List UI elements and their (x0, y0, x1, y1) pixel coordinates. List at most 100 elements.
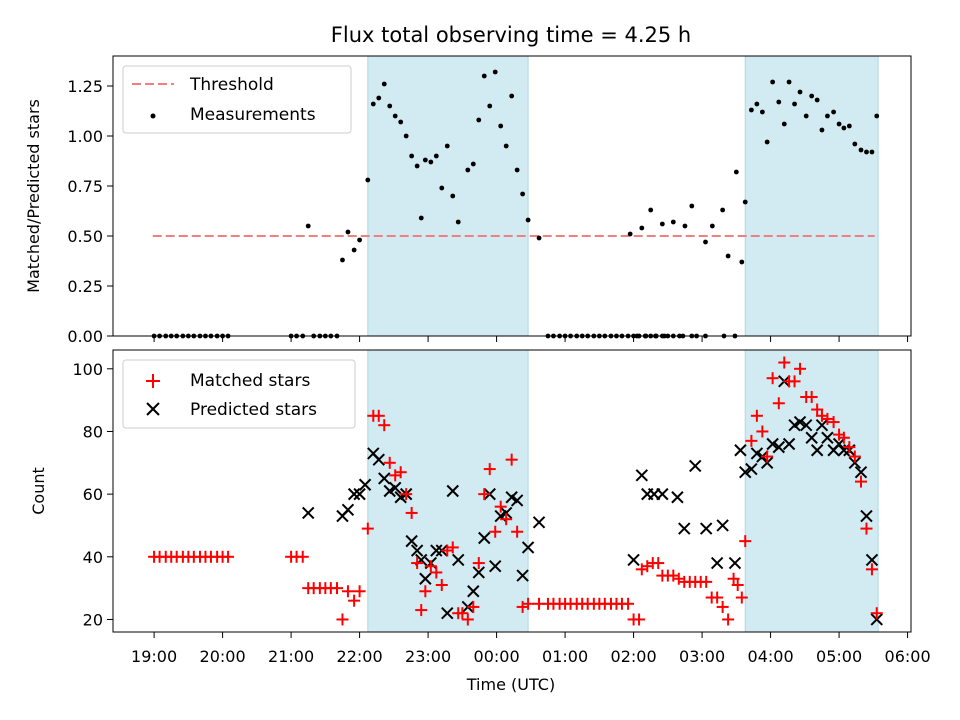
predicted-star-point (532, 516, 546, 529)
predicted-star-point (378, 472, 391, 485)
measurement-point (770, 79, 776, 85)
x-stroke-b (358, 478, 372, 491)
predicted-star-point (799, 418, 813, 432)
predicted-star-point (678, 522, 691, 535)
matched-star-point (419, 585, 432, 598)
x-stroke-b (678, 522, 691, 535)
matched-star-point (222, 550, 235, 563)
legend-predicted-label: Predicted stars (190, 400, 317, 420)
predicted-star-point (405, 534, 418, 548)
top-ytick-label: 0.50 (67, 227, 103, 246)
measurement-point (749, 107, 754, 113)
xtick-label: 00:00 (474, 647, 520, 666)
predicted-star-point (656, 487, 669, 501)
matched-star-point (467, 600, 480, 613)
x-stroke-b (728, 556, 742, 570)
measurement-point (492, 69, 498, 75)
x-stroke-b (699, 522, 713, 535)
predicted-star-point (815, 418, 829, 432)
top-legend-box (122, 65, 352, 134)
predicted-star-point (734, 444, 747, 457)
x-stroke-b (750, 447, 764, 460)
top-shaded-regions (367, 55, 879, 337)
predicted-star-point (821, 431, 834, 444)
matched-star-point (843, 441, 856, 454)
matched-star-point (405, 506, 418, 519)
bottom-ytick-label: 100 (72, 360, 103, 379)
matched-star-point (870, 607, 883, 620)
predicted-star-point (805, 431, 818, 444)
matched-star-point (341, 585, 354, 598)
measurement-point (846, 123, 852, 129)
matched-star-point (330, 582, 343, 595)
predicted-star-point (358, 478, 372, 491)
predicted-star-point (793, 415, 807, 429)
measurement-point (340, 257, 345, 263)
measurement-point (742, 199, 748, 205)
x-stroke-b (635, 469, 649, 482)
predicted-star-point (728, 556, 742, 570)
measurement-point (682, 223, 688, 229)
measurement-point (858, 147, 864, 153)
bottom-plot-frame (112, 349, 912, 633)
predicted-star-point (452, 553, 465, 567)
measurement-point (357, 237, 362, 243)
measurement-point (797, 89, 803, 95)
predicted-star-point (302, 506, 315, 520)
predicted-stars-points (302, 375, 883, 626)
x-stroke-b (521, 541, 535, 554)
matched-star-point (435, 579, 448, 591)
measurement-point (481, 73, 487, 79)
measurement-point (786, 79, 792, 85)
measurement-point (814, 97, 820, 103)
predicted-star-point (389, 481, 402, 495)
measurement-point (520, 191, 526, 197)
predicted-star-point (478, 531, 491, 545)
matched-star-point (772, 397, 785, 410)
predicted-star-point (516, 569, 529, 582)
measurement-point (498, 123, 504, 129)
x-stroke-b (656, 487, 669, 501)
legend-measurements-swatch (150, 113, 156, 119)
matched-star-point (622, 597, 635, 610)
matched-star-point (711, 591, 724, 604)
measurement-point (398, 119, 404, 125)
measurement-point (803, 113, 809, 119)
predicted-star-point (832, 437, 846, 451)
x-stroke-b (489, 559, 502, 573)
predicted-star-point (766, 437, 779, 451)
predicted-star-point (419, 572, 432, 585)
measurement-point (387, 103, 393, 109)
predicted-star-point (782, 437, 796, 451)
x-stroke-b (367, 447, 380, 460)
measurement-point (514, 167, 520, 173)
measurement-point (305, 223, 311, 229)
matched-star-point (750, 409, 763, 422)
matched-star-point (848, 450, 861, 463)
legend-matched-swatch (146, 374, 160, 388)
matched-star-point (633, 613, 646, 626)
matched-star-point (378, 419, 391, 432)
measurement-point (376, 95, 382, 101)
measurement-point (476, 117, 482, 123)
x-stroke-b (865, 553, 879, 567)
predicted-star-point (353, 487, 366, 501)
matched-star-point (756, 425, 769, 438)
top-ytick-label: 1.00 (67, 127, 103, 146)
predicted-star-point (341, 503, 355, 517)
measurement-point (439, 185, 445, 191)
predicted-star-point (870, 613, 883, 626)
legend-threshold-label: Threshold (189, 75, 274, 95)
matched-star-point (739, 535, 752, 548)
matched-star-point (716, 600, 729, 613)
matched-star-point (461, 613, 474, 626)
measurement-point (754, 101, 760, 107)
x-stroke-b (782, 437, 796, 451)
measurement-point (725, 253, 731, 259)
matched-star-point (415, 604, 428, 617)
matched-star-point (794, 362, 807, 375)
measurement-point (825, 113, 830, 119)
matched-star-point (336, 613, 349, 626)
matched-star-point (722, 613, 735, 626)
